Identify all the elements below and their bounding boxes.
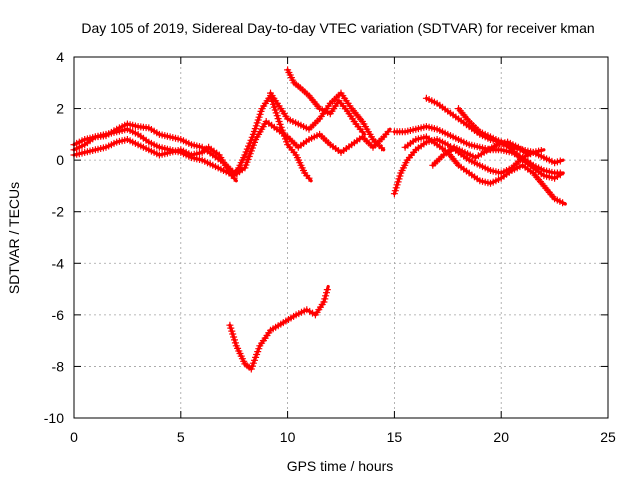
- axis-ticks: [73, 56, 609, 419]
- data-point: [243, 145, 251, 153]
- tick-labels: 0 5 10 15 20 25 -10 -8 -6 -4 -2 0 2 4: [44, 49, 616, 445]
- plot-frame: [73, 56, 609, 419]
- data-point: [390, 190, 398, 198]
- y-tick-label: -6: [52, 307, 65, 323]
- y-axis-label: SDTVAR / TECUs: [6, 182, 22, 294]
- y-tick-label: 2: [56, 101, 64, 117]
- y-tick-label: -10: [44, 410, 64, 426]
- data-point: [384, 128, 392, 136]
- data-point: [231, 336, 238, 344]
- series-arc3: [70, 136, 238, 183]
- y-tick-label: -8: [52, 358, 65, 374]
- series-trace: [456, 106, 565, 165]
- data-point: [323, 289, 330, 297]
- series-arc7: [284, 66, 367, 136]
- x-tick-label: 25: [600, 429, 616, 445]
- data-point: [230, 174, 238, 182]
- series-arc8: [226, 284, 331, 373]
- grid: [74, 57, 608, 418]
- data-point: [559, 199, 567, 207]
- data-point: [522, 149, 530, 157]
- data-point: [322, 292, 330, 300]
- x-tick-label: 10: [280, 429, 296, 445]
- x-tick-label: 0: [70, 429, 78, 445]
- y-tick-label: -2: [52, 204, 65, 220]
- series-arc11: [401, 133, 567, 207]
- data-point: [321, 295, 329, 303]
- series-layer: [70, 66, 567, 373]
- y-tick-label: 4: [56, 49, 64, 65]
- data-point: [227, 324, 235, 332]
- chart-title: Day 105 of 2019, Sidereal Day-to-day VTE…: [81, 20, 594, 36]
- data-point: [305, 174, 313, 182]
- x-tick-label: 5: [177, 429, 185, 445]
- y-tick-label: 0: [56, 152, 64, 168]
- data-point: [358, 128, 366, 136]
- y-tick-label: -4: [52, 255, 65, 271]
- data-point: [392, 184, 400, 192]
- data-point: [556, 171, 564, 179]
- data-point: [378, 144, 386, 152]
- data-point: [241, 151, 249, 159]
- series-arc9: [390, 123, 565, 177]
- series-arc5: [241, 118, 392, 172]
- data-point: [323, 286, 331, 294]
- x-tick-label: 15: [387, 429, 403, 445]
- data-point: [320, 298, 328, 306]
- data-point: [394, 178, 402, 186]
- data-point: [396, 172, 404, 180]
- data-point: [556, 157, 564, 165]
- data-point: [229, 330, 237, 338]
- x-axis-label: GPS time / hours: [287, 458, 394, 474]
- x-tick-label: 20: [493, 429, 509, 445]
- series-arc14: [429, 138, 531, 169]
